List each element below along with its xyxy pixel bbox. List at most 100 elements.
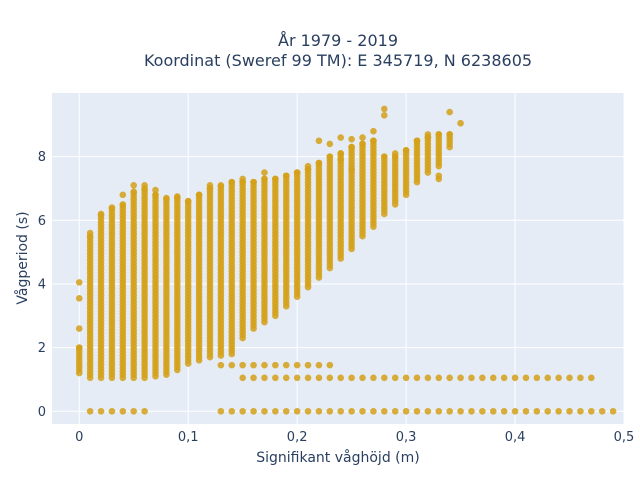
data-point	[326, 361, 334, 369]
data-point	[173, 193, 181, 200]
data-point	[511, 407, 519, 415]
data-point	[206, 181, 214, 189]
data-point	[217, 407, 225, 415]
x-tick-label: 0,4	[505, 430, 526, 445]
data-point	[228, 178, 236, 186]
data-point	[348, 374, 355, 382]
data-point	[489, 407, 497, 415]
data-point	[184, 197, 192, 205]
data-point	[555, 374, 562, 382]
data-point	[195, 191, 203, 199]
data-point	[108, 204, 116, 211]
data-point	[239, 175, 246, 183]
data-point	[435, 407, 443, 415]
data-point	[293, 407, 301, 415]
data-point	[359, 140, 366, 148]
chart-title-line-2: Koordinat (Sweref 99 TM): E 345719, N 62…	[144, 51, 532, 70]
data-point	[381, 105, 388, 113]
y-tick-label: 2	[38, 341, 46, 356]
data-point	[119, 407, 127, 415]
data-point	[446, 131, 453, 138]
data-point	[435, 172, 443, 180]
data-point	[282, 407, 290, 415]
data-point	[609, 407, 617, 415]
data-point	[315, 137, 323, 145]
data-point	[239, 361, 246, 369]
data-point	[468, 374, 475, 382]
data-point	[391, 150, 399, 157]
data-point	[261, 361, 268, 369]
data-point	[446, 374, 453, 382]
y-tick-labels: 0 2 4 6 8	[38, 150, 46, 420]
data-point	[304, 374, 312, 382]
data-point	[337, 150, 345, 157]
data-point	[261, 169, 268, 176]
x-axis-title: Signifikant våghöjd (m)	[256, 449, 419, 466]
data-point	[304, 361, 312, 369]
data-point	[588, 374, 595, 382]
data-point	[457, 407, 464, 415]
data-point	[108, 407, 116, 415]
data-point	[326, 153, 334, 160]
x-tick-label: 0,3	[396, 430, 417, 445]
data-point	[479, 374, 486, 382]
data-point	[544, 407, 552, 415]
data-point	[402, 374, 410, 382]
data-point	[228, 407, 236, 415]
data-point	[413, 137, 421, 145]
data-point	[337, 374, 345, 382]
data-point	[566, 374, 573, 382]
data-point	[391, 407, 399, 415]
data-point	[457, 374, 464, 382]
data-point	[152, 186, 159, 194]
data-point	[489, 374, 497, 382]
data-point	[359, 407, 366, 415]
data-point	[119, 201, 127, 208]
data-point	[413, 407, 421, 415]
data-point	[130, 181, 138, 189]
data-point	[391, 374, 399, 382]
data-point	[293, 374, 301, 382]
data-point	[446, 407, 453, 415]
data-point	[261, 407, 268, 415]
data-point	[293, 169, 301, 176]
x-tick-label: 0	[75, 430, 83, 445]
data-point	[315, 374, 323, 382]
data-point	[282, 374, 290, 382]
data-point	[130, 407, 138, 415]
data-point	[293, 361, 301, 369]
data-point	[511, 374, 519, 382]
data-point	[381, 153, 388, 160]
y-tick-label: 8	[38, 150, 46, 165]
data-points	[75, 105, 617, 415]
data-point	[326, 140, 334, 148]
data-point	[348, 143, 355, 151]
data-point	[359, 134, 366, 141]
data-point	[544, 374, 552, 382]
data-point	[315, 159, 323, 167]
data-point	[435, 374, 443, 382]
data-point	[555, 407, 562, 415]
data-point	[337, 134, 345, 141]
data-point	[75, 294, 83, 302]
data-point	[402, 146, 410, 154]
data-point	[228, 361, 236, 369]
data-point	[239, 407, 246, 415]
data-point	[315, 407, 323, 415]
data-point	[97, 407, 105, 415]
x-tick-label: 0,2	[287, 430, 308, 445]
data-point	[381, 407, 388, 415]
data-point	[261, 175, 268, 183]
x-tick-label: 0,1	[178, 430, 199, 445]
data-point	[370, 374, 377, 382]
data-point	[435, 131, 443, 138]
data-point	[86, 407, 94, 415]
data-point	[239, 374, 246, 382]
data-point	[457, 119, 464, 127]
data-point	[424, 131, 432, 138]
data-point	[566, 407, 573, 415]
data-point	[141, 407, 148, 415]
chart-title-line-1: År 1979 - 2019	[278, 31, 398, 50]
data-point	[598, 407, 606, 415]
data-point	[413, 374, 421, 382]
